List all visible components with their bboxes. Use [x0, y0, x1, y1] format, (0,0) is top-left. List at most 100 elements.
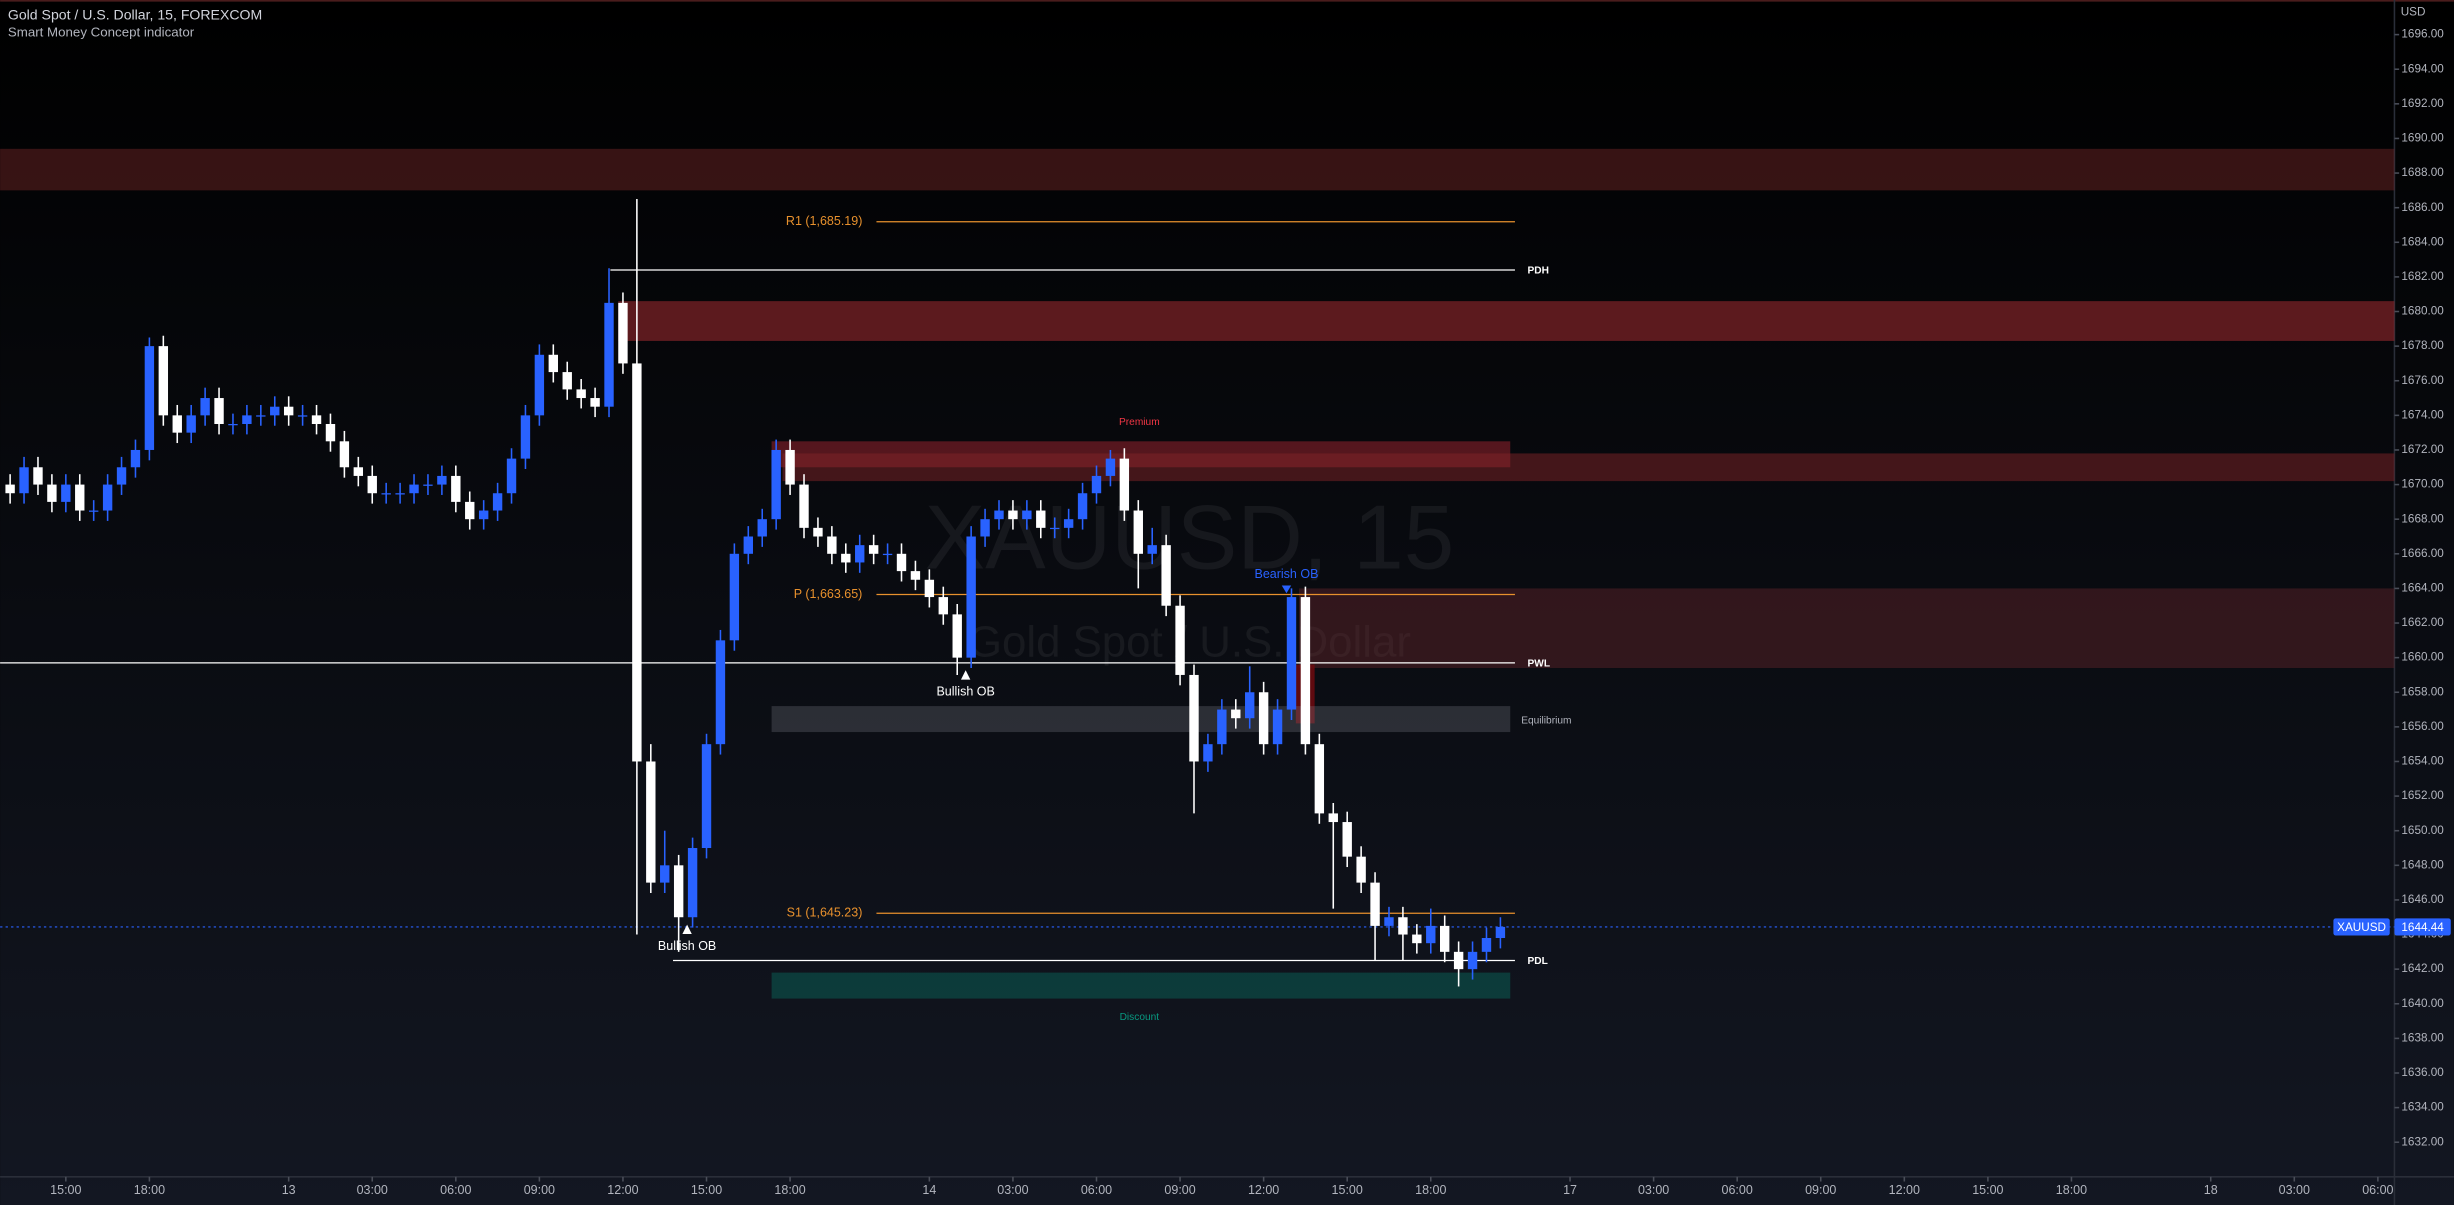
- candle-body: [1412, 934, 1422, 944]
- x-tick-label: 18: [2204, 1183, 2218, 1197]
- x-tick-label: 06:00: [1081, 1183, 1112, 1197]
- candle-body: [102, 484, 113, 511]
- candle-body: [548, 354, 559, 373]
- x-tick-label: 06:00: [1722, 1183, 1753, 1197]
- candle-body: [339, 441, 350, 468]
- candle-body: [172, 415, 182, 433]
- x-tick-label: 09:00: [524, 1183, 555, 1197]
- candle-body: [130, 449, 141, 468]
- candle-body: [1161, 545, 1171, 606]
- plot-area: XAUUSD, 15 Gold Spot / U.S. Dollar Premium…: [0, 148, 2395, 1023]
- candle-body: [952, 614, 962, 658]
- level-label: P (1,663.65): [794, 587, 863, 601]
- candle-body: [924, 579, 935, 598]
- candle-body: [1231, 709, 1241, 719]
- y-tick-label: 1668.00: [2401, 512, 2444, 525]
- candle-body: [1175, 605, 1185, 675]
- y-tick-label: 1652.00: [2401, 789, 2444, 802]
- candle-body: [1008, 510, 1018, 520]
- candle-body: [1036, 510, 1046, 528]
- candle-body: [325, 424, 336, 442]
- watermark-title: XAUUSD, 15: [925, 488, 1455, 589]
- zone-label: Discount: [1120, 1012, 1160, 1023]
- marker-label: Bullish OB: [936, 684, 994, 698]
- candle-body: [1189, 674, 1199, 762]
- candle-body: [437, 475, 447, 485]
- level-label: PDH: [1527, 265, 1548, 276]
- candle-body: [242, 415, 252, 425]
- y-tick-label: 1678.00: [2401, 339, 2444, 352]
- candle-body: [841, 553, 851, 563]
- candle-body: [757, 519, 767, 537]
- zone: [771, 706, 1511, 733]
- y-tick-label: 1638.00: [2401, 1031, 2444, 1044]
- currency: USD: [2401, 6, 2426, 19]
- y-tick-label: 1642.00: [2401, 962, 2444, 975]
- x-tick-label: 15:00: [50, 1183, 81, 1197]
- candle-body: [47, 484, 57, 502]
- x-tick-label: 13: [282, 1183, 296, 1197]
- y-tick-label: 1640.00: [2401, 997, 2444, 1010]
- candle-body: [1356, 856, 1366, 883]
- y-tick-label: 1686.00: [2401, 201, 2444, 214]
- y-tick-label: 1696.00: [2401, 28, 2444, 41]
- candle-body: [1384, 917, 1394, 926]
- candle-body: [297, 415, 308, 417]
- candle-body: [1481, 938, 1492, 952]
- price-badge-label: 1644.44: [2401, 921, 2444, 934]
- y-tick-label: 1672.00: [2401, 443, 2444, 456]
- candle-body: [1328, 813, 1338, 823]
- candle-body: [451, 475, 461, 502]
- candle-body: [353, 467, 364, 476]
- candle-body: [729, 553, 740, 641]
- candle-body: [813, 527, 823, 537]
- candle-body: [214, 398, 224, 425]
- candle-body: [1398, 917, 1408, 935]
- candle-body: [1258, 692, 1269, 745]
- candle-body: [33, 467, 43, 485]
- y-tick-label: 1646.00: [2401, 893, 2444, 906]
- candle-body: [1133, 510, 1143, 554]
- candle-body: [646, 761, 656, 883]
- x-tick-label: 09:00: [1805, 1183, 1836, 1197]
- y-tick-label: 1650.00: [2401, 824, 2444, 837]
- candle-body: [1050, 527, 1060, 530]
- x-tick-label: 12:00: [1889, 1183, 1920, 1197]
- candle-body: [144, 346, 155, 450]
- x-tick-label: 18:00: [1415, 1183, 1446, 1197]
- y-tick-label: 1682.00: [2401, 270, 2444, 283]
- x-tick-label: 15:00: [1332, 1183, 1363, 1197]
- x-tick-label: 17: [1563, 1183, 1577, 1197]
- candle-body: [1440, 925, 1450, 952]
- x-tick-label: 09:00: [1164, 1183, 1195, 1197]
- level-label: PWL: [1527, 658, 1550, 669]
- candle-body: [465, 501, 475, 520]
- y-tick-label: 1688.00: [2401, 166, 2444, 179]
- candle-body: [1495, 926, 1506, 939]
- x-tick-label: 03:00: [997, 1183, 1028, 1197]
- candle-body: [5, 484, 15, 494]
- x-tick-label: 18:00: [2056, 1183, 2087, 1197]
- candle-body: [1300, 597, 1311, 745]
- candle-body: [855, 545, 865, 563]
- marker: [1281, 585, 1292, 594]
- x-tick-label: 06:00: [2362, 1183, 2393, 1197]
- candle-body: [256, 415, 266, 417]
- y-tick-label: 1662.00: [2401, 616, 2444, 629]
- candle-body: [966, 536, 976, 658]
- y-tick-label: 1664.00: [2401, 582, 2444, 595]
- candle-body: [492, 493, 503, 511]
- candle-body: [1426, 925, 1436, 944]
- zone-label: Equilibrium: [1521, 715, 1571, 726]
- candle-body: [534, 354, 545, 416]
- candle-body: [506, 458, 517, 494]
- y-tick-label: 1656.00: [2401, 720, 2444, 733]
- candle-body: [1077, 493, 1088, 520]
- candle-body: [562, 372, 572, 390]
- candle-body: [1467, 951, 1478, 970]
- candle-body: [687, 848, 698, 918]
- candle-body: [520, 415, 531, 459]
- candle-body: [478, 510, 489, 520]
